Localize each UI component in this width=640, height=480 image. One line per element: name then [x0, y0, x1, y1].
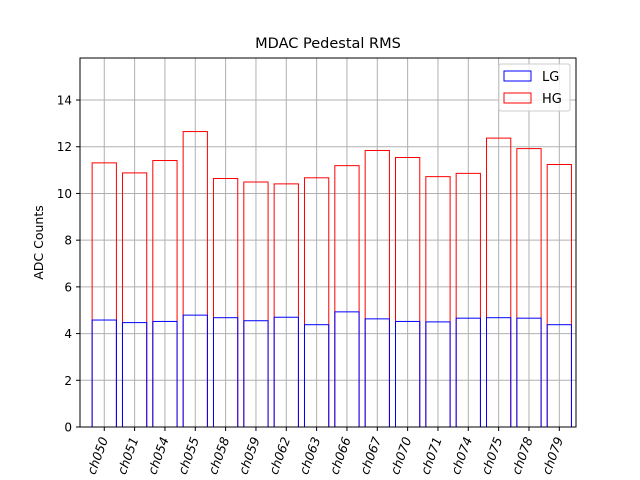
y-axis-label: ADC Counts [31, 205, 46, 280]
chart-title: MDAC Pedestal RMS [255, 36, 401, 52]
grid-lines [80, 58, 576, 428]
x-tick-label-ch071: ch071 [417, 435, 444, 476]
x-tick-label-ch079: ch079 [539, 435, 566, 476]
x-tick-label-ch062: ch062 [266, 435, 293, 476]
legend-label-HG: HG [542, 92, 562, 107]
y-tick-label: 12 [57, 140, 72, 154]
y-tick-label: 8 [64, 234, 72, 248]
y-tick-label: 6 [64, 280, 72, 294]
x-tick-label-ch059: ch059 [235, 435, 262, 476]
x-tick-label-ch058: ch058 [205, 435, 232, 476]
plot-area-frame [79, 57, 577, 428]
x-tick-label-ch067: ch067 [357, 435, 384, 476]
y-tick-label: 2 [64, 374, 72, 388]
y-tick-label: 4 [64, 327, 72, 341]
legend: LG HG [498, 63, 571, 112]
x-tick-label-ch050: ch050 [84, 435, 111, 476]
x-axis-ticks: ch050 ch051 ch054 ch055 ch058 ch059 ch062 ch063… [84, 427, 566, 476]
legend-swatch-HG [503, 92, 532, 104]
x-tick-label-ch078: ch078 [508, 435, 535, 476]
x-tick-label-ch054: ch054 [144, 435, 171, 476]
x-tick-label-ch066: ch066 [326, 435, 353, 476]
legend-label-LG: LG [542, 70, 559, 85]
legend-swatch-LG [503, 70, 532, 82]
x-tick-label-ch055: ch055 [175, 435, 202, 476]
x-tick-label-ch070: ch070 [387, 435, 414, 476]
y-axis-ticks: 0 2 4 6 8 10 12 14 [57, 94, 80, 435]
x-tick-label-ch074: ch074 [448, 435, 475, 476]
bars [91, 131, 572, 428]
y-tick-label: 0 [64, 421, 72, 435]
y-tick-label: 10 [57, 187, 72, 201]
x-tick-label-ch051: ch051 [114, 435, 141, 476]
x-tick-label-ch063: ch063 [296, 435, 323, 476]
x-tick-label-ch075: ch075 [478, 435, 505, 476]
y-tick-label: 14 [57, 94, 72, 108]
legend-box [498, 63, 571, 112]
